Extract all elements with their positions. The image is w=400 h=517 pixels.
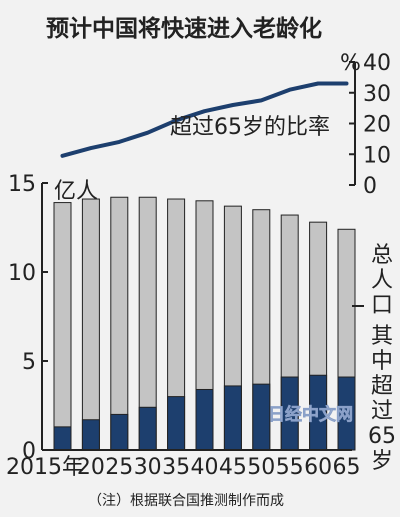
legend-over65: 其中超过 65 岁 [368, 324, 396, 474]
right-tick-label: 0 [363, 174, 377, 199]
x-tick-label: 2015年 [6, 455, 84, 480]
chart-note: （注）根据联合国推测制作而成 [88, 493, 284, 509]
right-tick-label: 10 [363, 143, 391, 168]
right-y-ticks: 0 10 20 30 40 [349, 51, 391, 199]
x-tick-label: 40 [191, 455, 219, 480]
right-tick-label: 40 [363, 51, 391, 76]
bars [53, 196, 356, 451]
bar-over65 [223, 385, 242, 451]
x-tick-label: 20 [77, 455, 105, 480]
left-tick-label: 0 [22, 439, 36, 464]
right-tick-label: 30 [363, 82, 391, 107]
x-tick-label: 25 [105, 455, 133, 480]
bar-over65 [167, 396, 186, 451]
line-series-label: 超过65岁的比率 [170, 115, 330, 140]
over65-ratio-line [60, 81, 349, 158]
left-tick-label: 10 [8, 261, 36, 286]
right-tick-label: 20 [363, 113, 391, 138]
chart-title: 预计中国将快速进入老龄化 [46, 15, 322, 42]
bar-over65 [110, 413, 129, 451]
x-tick-label: 55 [276, 455, 304, 480]
x-tick-label: 50 [247, 455, 275, 480]
bar-total [53, 202, 72, 451]
right-axis-unit: % [340, 51, 361, 76]
x-tick-label: 35 [162, 455, 190, 480]
x-tick-label: 60 [304, 455, 332, 480]
bar-over65 [53, 426, 72, 451]
x-tick-label: 45 [219, 455, 247, 480]
bar-over65 [195, 388, 214, 451]
left-tick-label: 15 [8, 172, 36, 197]
left-y-ticks: 0 5 10 15 [8, 172, 48, 464]
watermark: 日经中文网 [268, 404, 353, 425]
bar-total [110, 196, 129, 451]
left-tick-label: 5 [22, 350, 36, 375]
bar-over65 [81, 419, 100, 451]
x-tick-label: 65 [333, 455, 361, 480]
x-tick-label: 30 [134, 455, 162, 480]
bar-total [81, 198, 100, 451]
legend-total: 总人口 [371, 243, 393, 318]
bar-over65 [138, 406, 157, 451]
